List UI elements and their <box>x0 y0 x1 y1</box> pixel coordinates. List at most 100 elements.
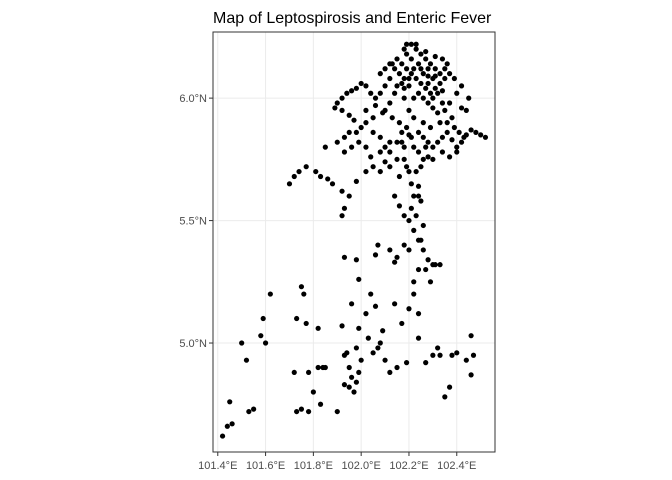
data-point <box>458 105 465 111</box>
data-point <box>394 156 400 162</box>
data-point <box>399 80 405 87</box>
data-point <box>454 90 460 96</box>
data-point <box>423 144 429 150</box>
data-point <box>291 173 297 180</box>
data-point <box>396 173 403 180</box>
data-point <box>258 333 264 339</box>
data-point <box>243 357 250 363</box>
data-point <box>334 139 340 145</box>
data-point <box>372 102 379 109</box>
data-point <box>418 198 424 204</box>
data-point <box>339 188 345 194</box>
data-point <box>468 333 474 339</box>
data-point <box>368 154 374 160</box>
data-point <box>353 85 359 91</box>
data-point <box>401 242 407 248</box>
data-point <box>437 262 443 268</box>
data-point <box>425 100 431 106</box>
data-point <box>380 328 386 334</box>
data-point <box>442 394 448 400</box>
data-point <box>427 90 434 96</box>
data-point <box>368 90 374 96</box>
panel-border <box>212 31 496 453</box>
data-point <box>372 252 379 258</box>
y-tick-label: 5.5°N <box>179 216 207 228</box>
data-point <box>430 95 436 101</box>
data-point <box>349 301 355 307</box>
data-point <box>329 181 336 187</box>
axes: 101.4°E 101.6°E 101.8°E 102.0°E 102.2°E 102.4… <box>179 93 476 472</box>
data-point <box>349 374 355 380</box>
data-point <box>442 107 448 113</box>
data-point <box>377 340 383 346</box>
data-point <box>339 213 345 219</box>
data-point <box>294 408 300 415</box>
data-point <box>387 164 393 170</box>
data-point <box>399 129 405 136</box>
data-point <box>322 144 328 150</box>
data-point <box>382 83 388 89</box>
data-point <box>341 254 348 260</box>
data-point <box>377 90 383 96</box>
data-point <box>313 168 319 175</box>
data-point <box>363 311 369 317</box>
data-point <box>396 120 403 126</box>
data-point <box>406 107 412 113</box>
data-point <box>413 213 419 219</box>
data-point <box>408 41 414 47</box>
data-point <box>446 100 453 106</box>
data-point <box>442 66 448 72</box>
data-point <box>427 124 434 131</box>
data-point <box>435 110 441 116</box>
data-point <box>356 369 362 376</box>
data-point <box>420 247 426 253</box>
data-point <box>325 176 331 182</box>
data-point <box>339 323 345 329</box>
data-point <box>449 115 455 121</box>
data-point <box>315 364 321 371</box>
data-point <box>267 291 273 297</box>
grid-lines <box>213 32 495 452</box>
data-point <box>370 129 376 136</box>
data-point <box>392 66 398 72</box>
x-tick-label: 101.6°E <box>246 460 285 472</box>
data-point <box>415 311 422 317</box>
data-point <box>320 364 326 371</box>
data-point <box>363 83 369 89</box>
data-point <box>406 217 412 224</box>
data-point <box>387 369 393 376</box>
data-point <box>420 222 426 229</box>
data-point <box>418 66 424 72</box>
data-point <box>375 345 381 351</box>
data-point <box>296 168 302 175</box>
data-point <box>437 80 443 87</box>
data-point <box>420 134 426 140</box>
data-point <box>408 181 414 187</box>
data-point <box>334 408 340 415</box>
data-point <box>346 193 352 199</box>
data-point <box>411 115 417 121</box>
data-point <box>399 61 405 67</box>
data-point <box>411 227 417 233</box>
data-point <box>380 110 386 116</box>
data-point <box>389 115 395 121</box>
data-point <box>451 75 457 82</box>
data-point <box>382 159 388 165</box>
data-point <box>435 139 441 145</box>
data-point <box>411 66 417 72</box>
data-point <box>368 291 374 297</box>
data-point <box>365 335 371 341</box>
data-point <box>456 129 462 136</box>
data-point <box>403 124 410 131</box>
data-point <box>406 168 412 175</box>
data-points <box>219 41 489 439</box>
data-point <box>353 345 359 351</box>
data-point <box>382 66 388 72</box>
data-point <box>437 120 443 126</box>
data-point <box>403 360 410 366</box>
data-point <box>446 71 453 77</box>
data-point <box>401 85 407 91</box>
data-point <box>387 61 393 67</box>
data-point <box>413 75 419 82</box>
data-point <box>341 149 348 155</box>
